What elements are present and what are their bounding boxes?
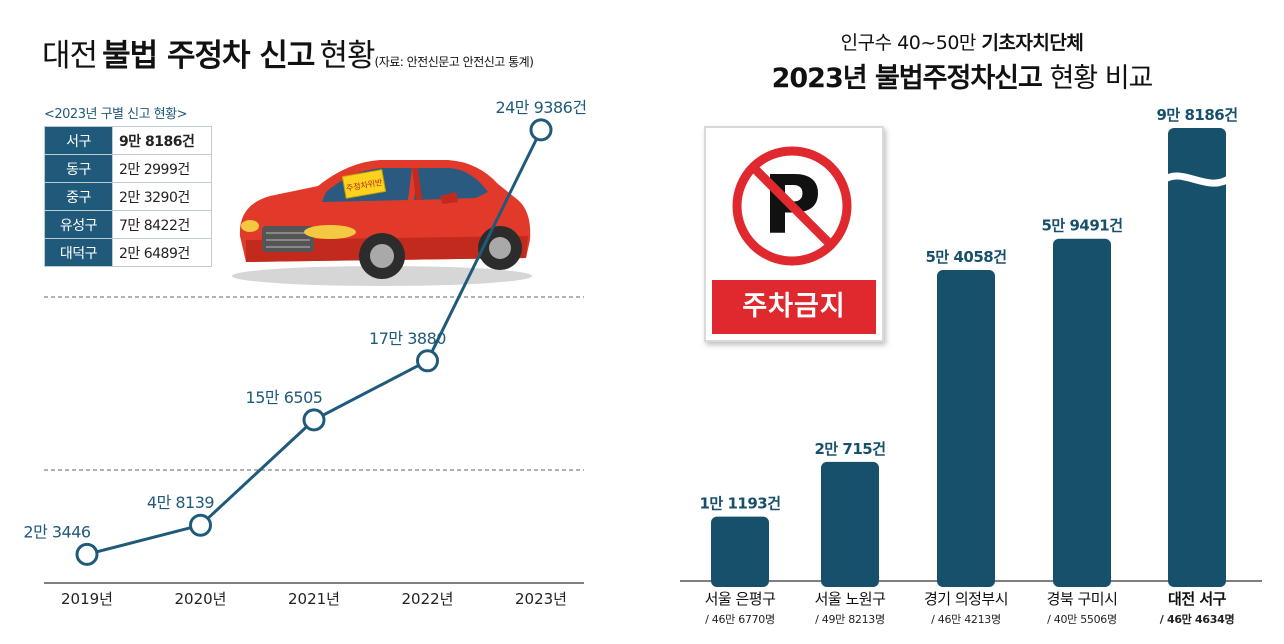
population-label: / 46만 4213명: [931, 613, 1001, 626]
table-row: 대덕구 2만 6489건: [44, 238, 212, 267]
population-label: / 49만 8213명: [815, 613, 885, 626]
table-row: 유성구 7만 8422건: [44, 210, 212, 239]
title-part-3: 현황: [319, 38, 375, 74]
category-label: 경기 의정부시: [924, 590, 1008, 608]
bar: [937, 270, 995, 587]
district-count: 2만 6489건: [112, 238, 212, 267]
bar-value-label: 1만 1193건: [699, 495, 780, 513]
data-label: 15만 6505: [246, 388, 323, 407]
population-label: / 46만 6770명: [705, 613, 775, 626]
district-table: 서구 9만 8186건 동구 2만 2999건 중구 2만 3290건 유성구 7만 8…: [44, 126, 212, 267]
headlight: [304, 225, 356, 239]
bar-value-label: 5만 9491건: [1041, 217, 1122, 235]
no-parking-sign: P 주차금지: [704, 126, 884, 342]
x-tick-label: 2020년: [175, 590, 227, 608]
title-part-2: 불법 주정차 신고: [102, 38, 315, 74]
subtitle-part-2: 기초자치단체: [981, 32, 1084, 54]
x-tick-label: 2021년: [288, 590, 340, 608]
left-chart-title: 대전 불법 주정차 신고 현황(자료: 안전신문고 안전신고 통계): [42, 30, 534, 75]
data-label: 17만 3880: [369, 329, 446, 348]
bar-value-label: 5만 4058건: [925, 248, 1006, 266]
category-label: 대전 서구: [1168, 590, 1227, 608]
district-name: 대덕구: [44, 238, 113, 267]
x-tick-label: 2019년: [61, 590, 113, 608]
data-label: 2만 3446: [23, 522, 91, 541]
district-name: 중구: [44, 182, 113, 211]
comparison-title: 2023년 불법주정차신고 현황 비교: [640, 56, 1284, 95]
data-point: [529, 118, 553, 142]
headlight: [241, 220, 259, 232]
table-row: 중구 2만 3290건: [44, 182, 212, 211]
comparison-subtitle: 인구수 40~50만 기초자치단체: [640, 28, 1284, 55]
right-panel: 인구수 40~50만 기초자치단체 2023년 불법주정차신고 현황 비교 P …: [640, 0, 1284, 644]
line-chart: 주정차위반 2만 3446 2019년 4만 8139 2020년 15만 6505 20…: [23, 98, 587, 608]
table-row: 서구 9만 8186건: [44, 126, 212, 155]
data-point: [75, 542, 99, 566]
bar: [1053, 238, 1111, 587]
data-point: [416, 349, 439, 373]
district-count: 7만 8422건: [112, 210, 212, 239]
bar-value-label: 9만 8186건: [1156, 106, 1237, 124]
category-label: 서울 노원구: [815, 590, 886, 608]
district-count: 9만 8186건: [112, 126, 212, 155]
data-label: 24만 9386건: [495, 98, 586, 117]
axis-break-mark: [1161, 172, 1233, 187]
table-row: 동구 2만 2999건: [44, 154, 212, 183]
table-caption: <2023년 구별 신고 현황>: [44, 107, 188, 122]
data-point: [189, 513, 212, 537]
district-name: 서구: [44, 126, 113, 155]
car-illustration: 주정차위반: [232, 160, 532, 286]
no-parking-icon: P: [732, 146, 852, 266]
bar: [711, 516, 769, 587]
category-label: 서울 은평구: [705, 590, 776, 608]
bar: [1168, 128, 1226, 587]
district-name: 유성구: [44, 210, 113, 239]
title-part-2: 현황 비교: [1049, 63, 1153, 94]
data-point: [302, 408, 326, 432]
district-count: 2만 2999건: [112, 154, 212, 183]
title-part-1: 2023년 불법주정차신고: [771, 63, 1043, 94]
x-tick-label: 2023년: [515, 590, 567, 608]
sign-label: 주차금지: [712, 280, 876, 334]
category-label: 경북 구미시: [1047, 590, 1118, 608]
population-label: / 46만 4634명: [1160, 612, 1235, 626]
left-panel: 대전 불법 주정차 신고 현황(자료: 안전신문고 안전신고 통계) <2023…: [0, 0, 640, 644]
x-tick-label: 2022년: [402, 590, 454, 608]
data-label: 4만 8139: [147, 493, 215, 512]
bar: [821, 461, 879, 587]
population-label: / 40만 5506명: [1047, 613, 1117, 626]
title-part-1: 대전: [42, 38, 98, 74]
district-name: 동구: [44, 154, 113, 183]
source-note: (자료: 안전신문고 안전신고 통계): [374, 55, 534, 69]
bar-value-label: 2만 715건: [814, 440, 885, 458]
subtitle-part-1: 인구수 40~50만: [840, 32, 977, 54]
